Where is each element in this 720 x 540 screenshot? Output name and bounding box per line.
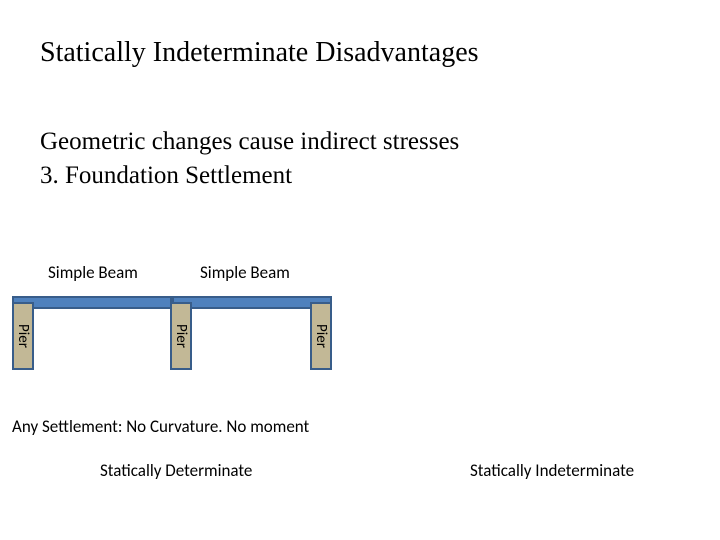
slide-title: Statically Indeterminate Disadvantages — [40, 37, 479, 69]
pier-1-label: Pier — [14, 324, 32, 348]
pier-3: Pier — [310, 302, 332, 370]
pier-3-label: Pier — [312, 324, 330, 348]
pier-2: Pier — [170, 302, 192, 370]
beam-label-1: Simple Beam — [48, 262, 138, 283]
footer-right: Statically Indeterminate — [470, 460, 634, 481]
beam-1 — [12, 296, 172, 309]
body-line-1: Geometric changes cause indirect stresse… — [40, 128, 459, 156]
body-line-2: 3. Foundation Settlement — [40, 162, 292, 190]
footer-left: Statically Determinate — [100, 460, 252, 481]
pier-1: Pier — [12, 302, 34, 370]
diagram-caption: Any Settlement: No Curvature. No moment — [12, 416, 309, 437]
pier-2-label: Pier — [172, 324, 190, 348]
beam-label-2: Simple Beam — [200, 262, 290, 283]
slide: Statically Indeterminate Disadvantages G… — [0, 0, 720, 540]
beam-2 — [172, 296, 332, 309]
